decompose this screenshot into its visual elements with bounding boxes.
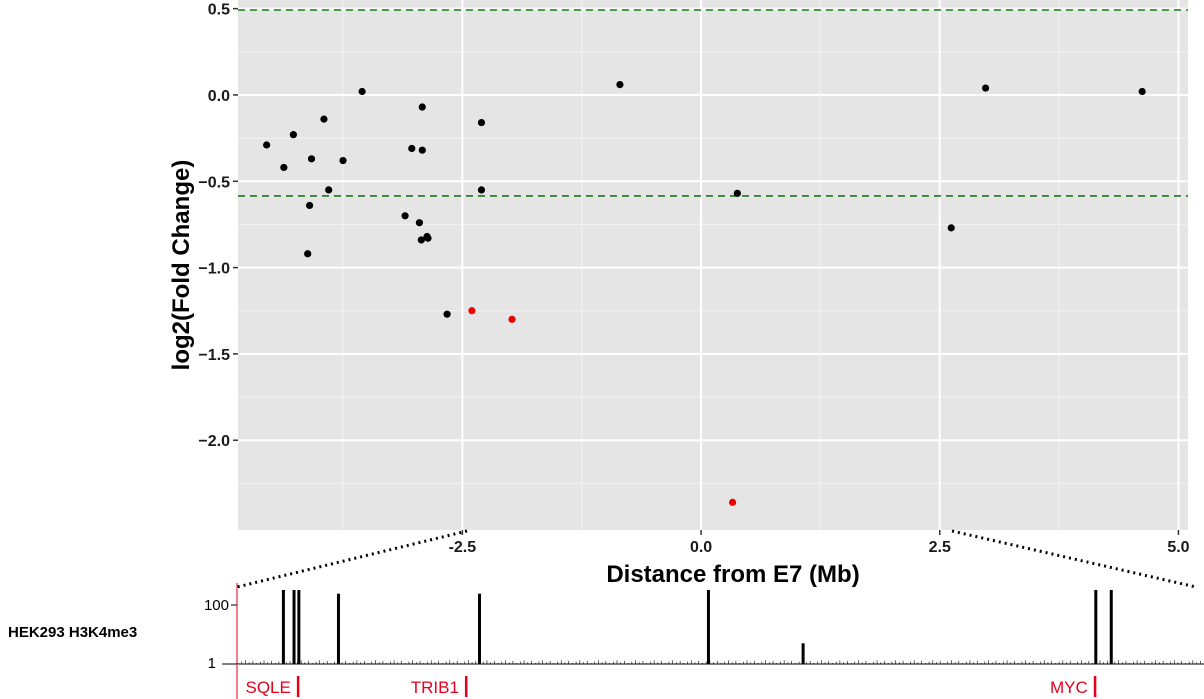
- gene-mark: [296, 676, 300, 697]
- data-point: [401, 212, 409, 220]
- data-point: [728, 498, 737, 506]
- data-point: [415, 219, 424, 227]
- data-point: [408, 144, 416, 153]
- gene-mark: [1093, 676, 1097, 697]
- data-point: [417, 236, 425, 244]
- x-tick-label: 2.5: [929, 539, 951, 556]
- data-point: [320, 115, 328, 123]
- data-point: [358, 87, 366, 96]
- x-axis-title: Distance from E7 (Mb): [606, 561, 859, 588]
- data-point: [424, 234, 432, 242]
- data-point: [477, 186, 486, 194]
- y-axis-title: log2(Fold Change): [168, 160, 195, 371]
- track-ytick-100: 100: [204, 597, 229, 614]
- track-ytick-1: 1: [208, 655, 216, 672]
- data-point: [325, 186, 333, 194]
- data-point: [306, 201, 314, 210]
- data-point: [733, 189, 741, 197]
- gene-mark: [464, 676, 468, 697]
- x-tick-label: 0.0: [690, 539, 712, 556]
- signal-peak: [478, 593, 481, 664]
- data-points: [263, 80, 1146, 506]
- y-tick-label: 0.5: [208, 2, 230, 19]
- y-tick-label: 0.0: [208, 88, 230, 105]
- data-point: [508, 315, 516, 323]
- gene-label: MYC: [1050, 678, 1088, 697]
- signal-peak: [336, 593, 340, 664]
- y-tick-label: −0.5: [198, 174, 230, 191]
- y-tick-label: −1.0: [198, 261, 230, 278]
- x-axis-ticks: -2.5 0.0 2.5 5.0: [449, 530, 1190, 556]
- data-point: [280, 163, 288, 172]
- gene-label: TRIB1: [411, 678, 459, 697]
- y-tick-label: −1.5: [198, 347, 230, 364]
- data-point: [477, 118, 486, 127]
- genome-track: HEK293 H3K4me3 100 1 SQLE TRIB1 MYC: [8, 583, 1204, 699]
- signal-peak: [801, 643, 805, 664]
- signal-peak: [1094, 590, 1098, 664]
- data-point: [307, 155, 316, 163]
- data-point: [418, 103, 426, 111]
- x-tick-label: -2.5: [449, 539, 477, 556]
- data-point: [263, 141, 271, 149]
- data-point: [616, 80, 624, 89]
- y-axis-ticks: 0.5 0.0 −0.5 −1.0 −1.5 −2.0: [198, 2, 238, 450]
- data-point: [339, 156, 347, 165]
- reference-lines: [238, 9, 1188, 197]
- data-point: [981, 84, 990, 92]
- track-label: HEK293 H3K4me3: [8, 624, 137, 641]
- data-point: [418, 146, 426, 154]
- gene-label: SQLE: [245, 678, 290, 697]
- plot-panel: [238, 0, 1188, 530]
- data-point: [468, 307, 476, 315]
- data-point: [443, 310, 451, 318]
- data-point: [289, 131, 297, 139]
- x-tick-label: 5.0: [1167, 539, 1189, 556]
- grid-major: [238, 0, 1188, 530]
- data-point: [304, 250, 312, 258]
- zoom-connector-left: [236, 529, 468, 589]
- data-point: [947, 224, 955, 232]
- signal-peak: [281, 590, 285, 664]
- y-tick-label: −2.0: [198, 433, 230, 450]
- track-genes: SQLE TRIB1 MYC: [245, 676, 1097, 697]
- signal-peak: [706, 590, 710, 664]
- zoom-connector-right: [951, 529, 1197, 589]
- track-signal: [237, 590, 1204, 665]
- grid-minor: [238, 0, 1188, 530]
- signal-peak: [292, 590, 296, 664]
- scatter-plot: 0.5 0.0 −0.5 −1.0 −1.5 −2.0 -2.5 0.0 2.5 5.0 log…: [168, 0, 1190, 588]
- signal-peak: [1109, 590, 1113, 664]
- data-point: [1138, 87, 1146, 96]
- signal-peak: [297, 590, 301, 664]
